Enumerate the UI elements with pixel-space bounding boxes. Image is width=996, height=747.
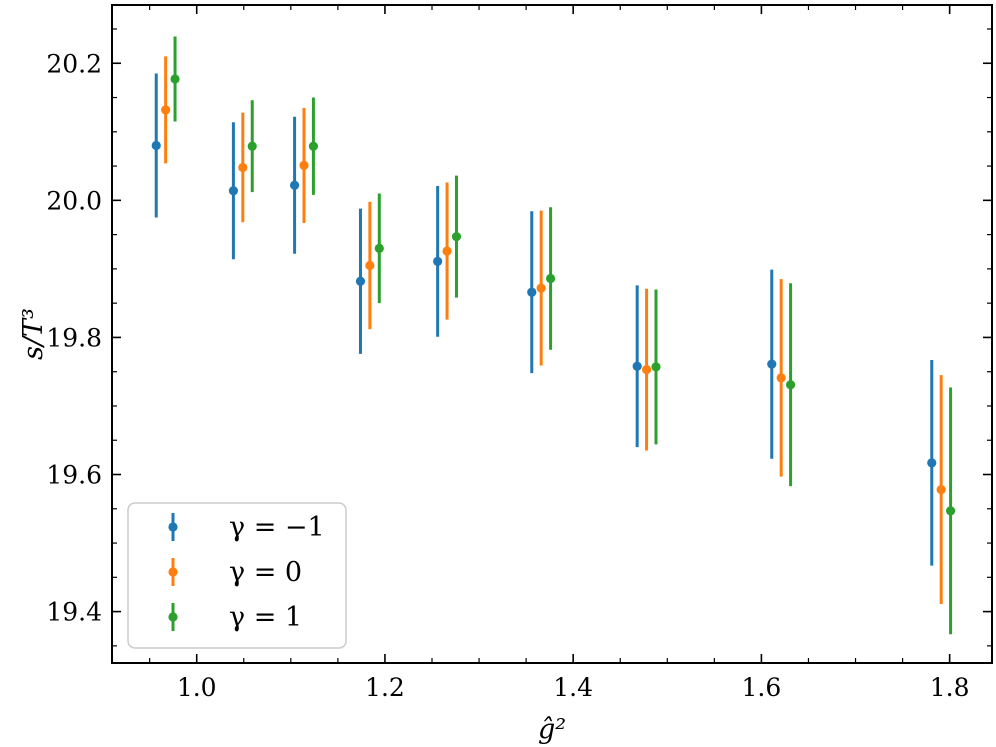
series-1 (161, 56, 946, 605)
data-point (527, 287, 537, 297)
data-point (365, 260, 375, 271)
y-axis-label: s/T³ (18, 308, 49, 360)
series-0 (151, 73, 937, 566)
data-point (247, 141, 257, 151)
data-point (945, 506, 956, 516)
data-point (936, 484, 946, 495)
legend-marker-dot (168, 522, 178, 532)
y-tick-label: 19.6 (46, 461, 102, 490)
data-point (170, 74, 180, 84)
x-tick-label: 1.8 (930, 673, 970, 702)
x-tick-label: 1.4 (553, 673, 593, 702)
data-point (228, 186, 239, 196)
data-point (161, 105, 171, 115)
data-point (355, 276, 366, 286)
data-point (299, 160, 309, 170)
legend-entries: γ = −1 γ = 0 γ = 1 (168, 512, 325, 633)
y-tick-label: 19.8 (46, 323, 102, 352)
data-point (641, 365, 652, 375)
data-point (651, 362, 661, 372)
y-tick-label: 20.0 (46, 186, 102, 215)
data-point (767, 359, 777, 369)
data-point (632, 361, 642, 371)
ticks-layer: 1.0 1.2 1.4 1.6 1.8 19.4 19.6 19.8 20.0 20.2 (46, 5, 992, 702)
data-point (289, 180, 300, 190)
data-point (536, 283, 546, 293)
legend-frame (127, 502, 347, 649)
data-point (151, 140, 161, 151)
y-tick-label: 20.2 (46, 49, 102, 78)
data-point (374, 243, 384, 253)
series-2 (170, 36, 956, 635)
legend: γ = −1 γ = 0 γ = 1 (127, 502, 347, 649)
data-point (433, 256, 443, 266)
legend-label: γ = 0 (229, 557, 302, 588)
y-tick-label: 19.4 (46, 598, 102, 627)
x-tick-label: 1.6 (742, 673, 782, 702)
plot-frame (111, 4, 993, 664)
data-point (451, 232, 462, 242)
legend-label: γ = 1 (229, 602, 302, 633)
data-point (776, 373, 786, 383)
data-point (927, 458, 937, 468)
legend-marker-dot (168, 567, 178, 577)
data-point (545, 273, 556, 284)
data-point (308, 141, 319, 151)
legend-label: γ = −1 (229, 512, 325, 543)
legend-marker-dot (168, 612, 178, 622)
series-layer (151, 36, 956, 635)
x-axis-label: ĝ² (538, 714, 566, 745)
x-tick-label: 1.2 (365, 673, 405, 702)
data-point (785, 380, 796, 390)
data-point (442, 246, 452, 256)
x-tick-label: 1.0 (177, 673, 217, 702)
data-point (238, 162, 248, 173)
